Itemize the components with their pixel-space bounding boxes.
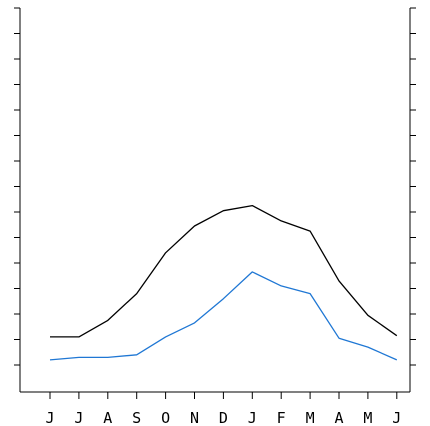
x-tick-label: M (363, 409, 372, 426)
x-tick-label: S (132, 409, 141, 426)
x-tick-label: M (306, 409, 315, 426)
x-tick-label: J (45, 409, 54, 426)
x-tick-label: N (190, 409, 199, 426)
series-line-2 (49, 271, 398, 361)
x-tick-label: F (277, 409, 286, 426)
x-tick-label: J (74, 409, 83, 426)
x-tick-label: J (248, 409, 257, 426)
x-tick-label: O (161, 409, 170, 426)
x-tick-label: A (103, 409, 112, 426)
x-axis-ticks (49, 392, 398, 399)
y-axis-ticks (14, 7, 416, 366)
x-tick-label: A (334, 409, 343, 426)
x-tick-label: J (392, 409, 401, 426)
x-tick-label: D (219, 409, 228, 426)
series-layer (49, 204, 398, 361)
series-line-1 (50, 204, 398, 338)
plot-frame (19, 8, 411, 393)
